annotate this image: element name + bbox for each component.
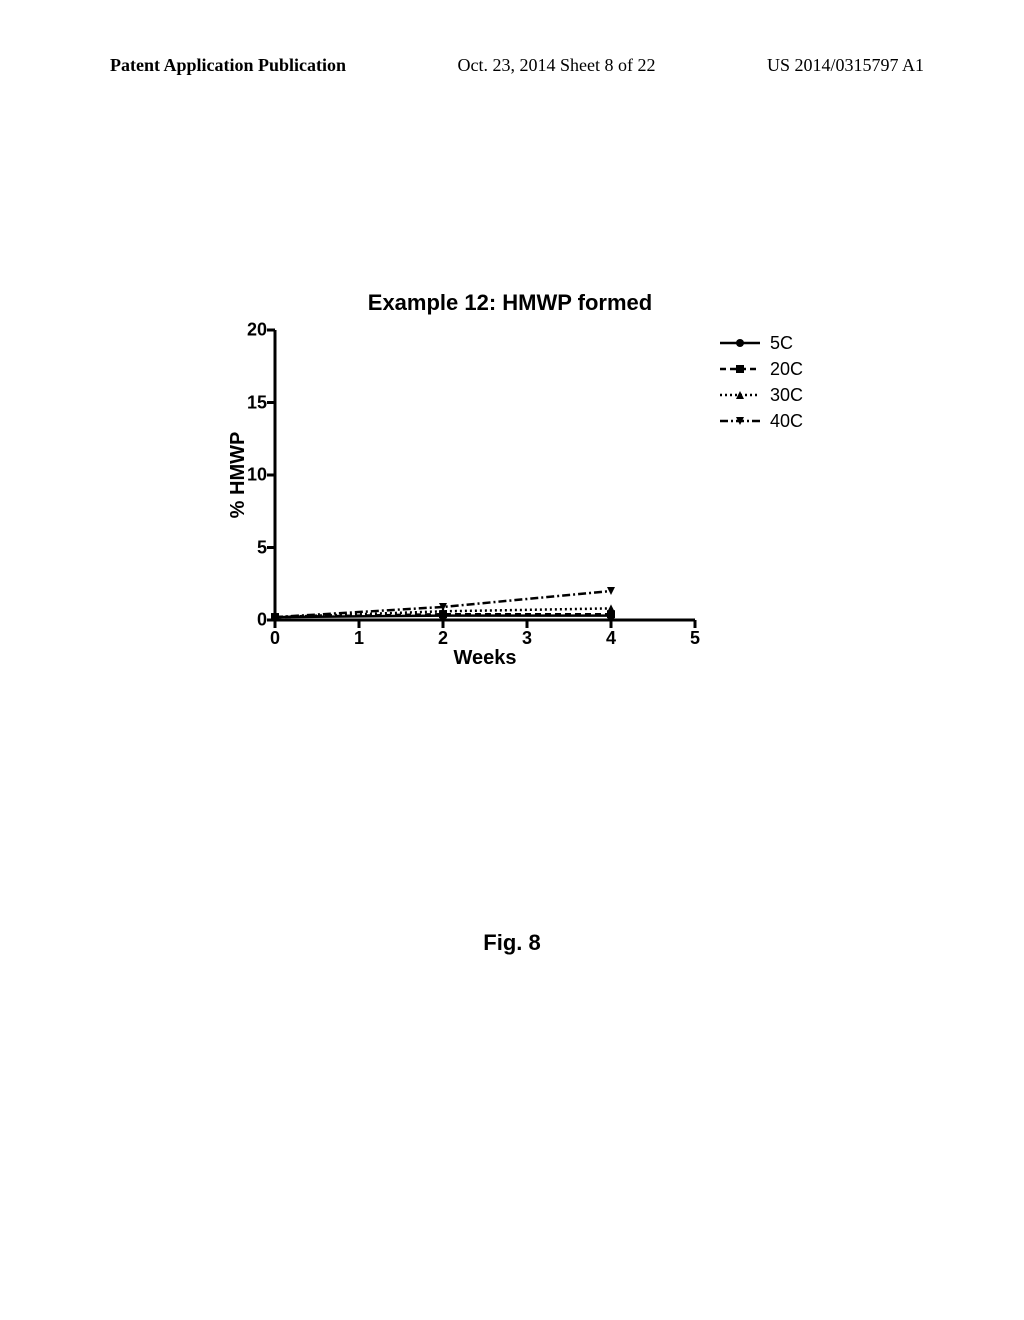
legend-swatch [720,336,760,350]
figure-label: Fig. 8 [483,930,540,956]
legend-label: 40C [770,411,803,432]
x-tick-label: 4 [606,620,616,649]
chart-title: Example 12: HMWP formed [150,290,870,316]
header-left: Patent Application Publication [110,55,346,76]
page-header: Patent Application Publication Oct. 23, … [0,55,1024,76]
header-center: Oct. 23, 2014 Sheet 8 of 22 [458,55,656,76]
legend-swatch [720,388,760,402]
x-tick-label: 0 [270,620,280,649]
plot-area: 05101520 012345 Weeks [275,330,695,620]
legend-row: 20C [720,356,803,382]
chart-legend: 5C 20C 30C 40C [720,330,803,434]
x-tick-label: 2 [438,620,448,649]
chart-container: Example 12: HMWP formed 05101520 012345 … [150,290,870,710]
y-tick-label: 5 [257,537,275,558]
legend-swatch [720,414,760,428]
x-axis-label: Weeks [453,647,516,670]
chart-svg [275,330,695,620]
header-right: US 2014/0315797 A1 [767,55,924,76]
legend-label: 5C [770,333,793,354]
y-tick-label: 20 [247,320,275,341]
legend-row: 40C [720,408,803,434]
x-tick-label: 3 [522,620,532,649]
y-axis-label: % HMWP [227,432,250,519]
legend-row: 30C [720,382,803,408]
x-tick-label: 5 [690,620,700,649]
y-tick-label: 10 [247,465,275,486]
legend-row: 5C [720,330,803,356]
legend-label: 30C [770,385,803,406]
legend-swatch [720,362,760,376]
y-tick-label: 15 [247,392,275,413]
x-tick-label: 1 [354,620,364,649]
legend-label: 20C [770,359,803,380]
